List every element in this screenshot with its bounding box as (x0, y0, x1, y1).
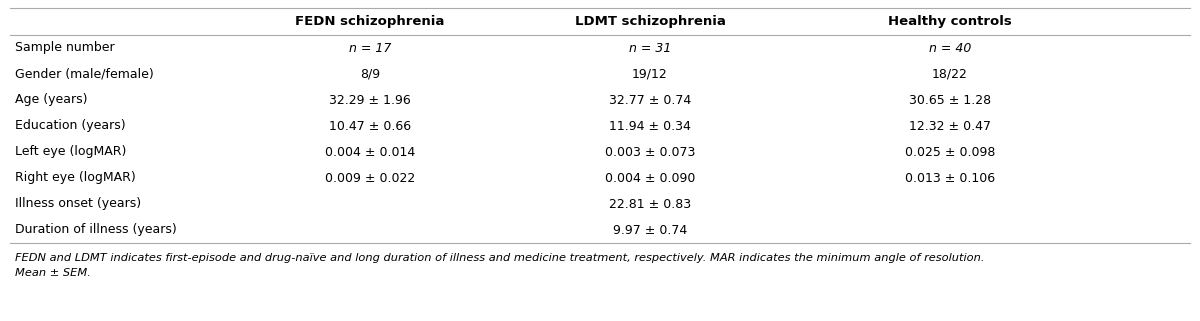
Text: 12.32 ± 0.47: 12.32 ± 0.47 (910, 119, 991, 133)
Text: 0.013 ± 0.106: 0.013 ± 0.106 (905, 171, 995, 185)
Text: Sample number: Sample number (14, 41, 115, 55)
Text: 0.004 ± 0.090: 0.004 ± 0.090 (605, 171, 695, 185)
Text: Illness onset (years): Illness onset (years) (14, 197, 142, 211)
Text: Mean ± SEM.: Mean ± SEM. (14, 268, 91, 278)
Text: n = 40: n = 40 (929, 41, 971, 55)
Text: 8/9: 8/9 (360, 67, 380, 81)
Text: Gender (male/female): Gender (male/female) (14, 67, 154, 81)
Text: 0.025 ± 0.098: 0.025 ± 0.098 (905, 145, 995, 159)
Text: 9.97 ± 0.74: 9.97 ± 0.74 (613, 223, 688, 237)
Text: Education (years): Education (years) (14, 119, 126, 133)
Text: 30.65 ± 1.28: 30.65 ± 1.28 (908, 93, 991, 107)
Text: 11.94 ± 0.34: 11.94 ± 0.34 (610, 119, 691, 133)
Text: Duration of illness (years): Duration of illness (years) (14, 223, 176, 237)
Text: 32.29 ± 1.96: 32.29 ± 1.96 (329, 93, 410, 107)
Text: FEDN schizophrenia: FEDN schizophrenia (295, 15, 445, 29)
Text: 32.77 ± 0.74: 32.77 ± 0.74 (608, 93, 691, 107)
Text: Age (years): Age (years) (14, 93, 88, 107)
Text: 18/22: 18/22 (932, 67, 968, 81)
Text: 0.003 ± 0.073: 0.003 ± 0.073 (605, 145, 695, 159)
Text: 19/12: 19/12 (632, 67, 668, 81)
Text: Right eye (logMAR): Right eye (logMAR) (14, 171, 136, 185)
Text: 0.009 ± 0.022: 0.009 ± 0.022 (325, 171, 415, 185)
Text: Healthy controls: Healthy controls (888, 15, 1012, 29)
Text: 10.47 ± 0.66: 10.47 ± 0.66 (329, 119, 412, 133)
Text: FEDN and LDMT indicates first-episode and drug-naïve and long duration of illnes: FEDN and LDMT indicates first-episode an… (14, 253, 984, 263)
Text: Left eye (logMAR): Left eye (logMAR) (14, 145, 126, 159)
Text: LDMT schizophrenia: LDMT schizophrenia (575, 15, 726, 29)
Text: 0.004 ± 0.014: 0.004 ± 0.014 (325, 145, 415, 159)
Text: n = 31: n = 31 (629, 41, 671, 55)
Text: n = 17: n = 17 (349, 41, 391, 55)
Text: 22.81 ± 0.83: 22.81 ± 0.83 (608, 197, 691, 211)
